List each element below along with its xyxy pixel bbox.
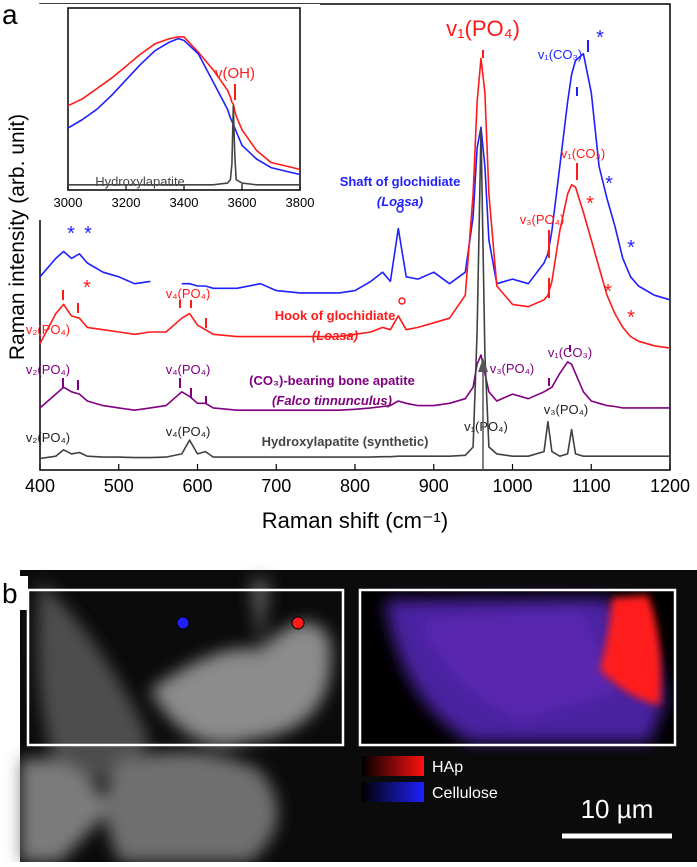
x-tick-label: 400: [25, 476, 55, 496]
annotation: Hydroxylapatite: [95, 174, 185, 189]
legend-label: Cellulose: [432, 785, 498, 802]
annotation: v₄(PO₄): [166, 362, 211, 377]
x-tick-label: 3600: [228, 195, 257, 210]
annotation: v₂(PO₄): [26, 430, 70, 445]
asterisk: *: [627, 307, 635, 329]
y-axis-label: Raman intensity (arb. unit): [6, 114, 29, 360]
annotation: v₄(PO₄): [166, 424, 211, 439]
micrograph: [20, 570, 697, 862]
asterisk: *: [627, 237, 635, 259]
asterisk: *: [586, 193, 594, 215]
annotation: v(OH): [215, 65, 255, 82]
x-tick-label: 1000: [492, 476, 532, 496]
annotation: Shaft of glochidiate: [340, 174, 461, 189]
annotation: (Loasa): [377, 194, 423, 209]
spectrum-line: [39, 57, 671, 349]
spectrum-line: [67, 36, 301, 171]
annotation: v₁(CO₃): [561, 146, 605, 161]
spectrum-line: [39, 128, 670, 460]
x-tick-label: 3200: [112, 195, 141, 210]
annotation: v₁(PO₄): [446, 16, 520, 41]
x-tick-label: 800: [340, 476, 370, 496]
asterisk: *: [84, 223, 92, 245]
x-tick-label: 3800: [286, 195, 315, 210]
annotation: v₄(PO₄): [166, 286, 211, 301]
asterisk: *: [605, 173, 613, 195]
x-tick-label: 1200: [650, 476, 690, 496]
peak-marker: [398, 297, 406, 305]
scale-bar-label: 10 µm: [581, 794, 654, 824]
annotation: v₃(PO₄): [544, 402, 589, 417]
spectrum-line: [67, 37, 301, 176]
annotation: v₁(PO₄): [464, 419, 508, 434]
annotation: Hook of glochidiate: [275, 308, 396, 323]
arrow-head: [478, 358, 488, 372]
x-axis-label: Raman shift (cm⁻¹): [262, 508, 448, 533]
panel-label: a: [2, 0, 18, 30]
annotation: Hydroxylapatite (synthetic): [262, 434, 429, 449]
annotation: v₁(CO₃): [548, 345, 592, 360]
x-tick-label: 3400: [170, 195, 199, 210]
asterisk: *: [596, 27, 604, 49]
annotation: v₁(CO₃): [538, 47, 582, 62]
annotation: v₃(PO₄): [520, 212, 565, 227]
x-tick-label: 700: [261, 476, 291, 496]
annotation: v₂(PO₄): [26, 322, 70, 337]
asterisk: *: [604, 281, 612, 303]
panel-label: b: [2, 578, 18, 609]
legend-label: HAp: [432, 759, 463, 776]
x-tick-label: 3000: [54, 195, 83, 210]
asterisk: *: [83, 277, 91, 299]
spectrum-line: [39, 354, 670, 411]
annotation: (Loasa): [312, 328, 358, 343]
x-tick-label: 1100: [572, 476, 611, 496]
annotation: v₃(PO₄): [490, 361, 535, 376]
x-tick-label: 600: [182, 476, 212, 496]
spectrum-line: [68, 104, 300, 186]
annotation: v₂(PO₄): [26, 362, 70, 377]
annotation: (CO₃)-bearing bone apatite: [249, 373, 415, 388]
peak-marker: [396, 205, 404, 213]
x-tick-label: 900: [419, 476, 449, 496]
x-tick-label: 500: [104, 476, 134, 496]
annotation: (Falco tinnunculus): [272, 393, 392, 408]
asterisk: *: [67, 223, 75, 245]
spectrum-line: [39, 52, 671, 301]
